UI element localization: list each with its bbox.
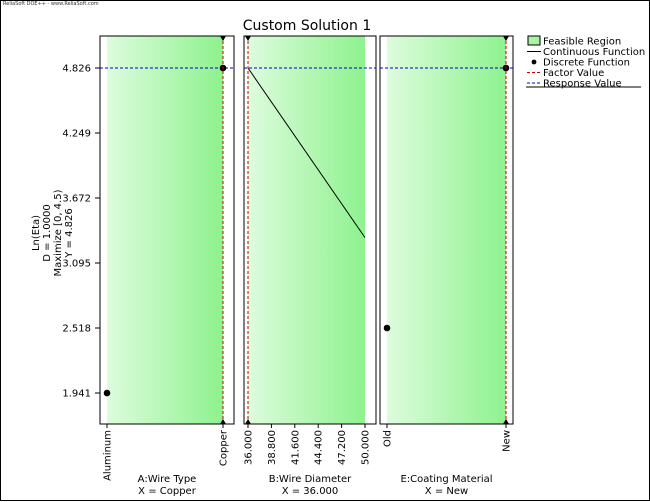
x-tick-label: 50.000 <box>361 430 372 465</box>
factor-marker-top <box>503 36 509 41</box>
chart-title: Custom Solution 1 <box>243 18 371 34</box>
y-axis-ticks: 4.826 4.249 3.672 3.095 2.518 1.941 <box>62 64 100 400</box>
y-axis-label: Ln(Eta) D = 1.0000 Maximize [0, 4.5) Y = 4.… <box>31 189 75 276</box>
discrete-point <box>383 324 391 332</box>
legend-dot-discrete <box>531 59 537 65</box>
legend-label: Response Value <box>543 79 622 90</box>
x-tick-label: New <box>502 430 513 452</box>
y-axis-label-line: Maximize [0, 4.5) <box>53 189 64 276</box>
panel-frame <box>379 35 514 425</box>
factor-setting: X = 36.000 <box>282 486 339 497</box>
y-axis-label-line: Y = 4.826 <box>64 208 75 258</box>
factor-marker-bottom <box>220 419 226 424</box>
feasible-region <box>107 36 223 424</box>
legend-label: Discrete Function <box>543 58 630 69</box>
legend-label: Feasible Region <box>543 37 621 48</box>
x-tick-label: Copper <box>219 429 230 466</box>
factor-marker-bottom <box>245 419 251 424</box>
x-tick-label: 36.000 <box>244 430 255 465</box>
legend-label: Factor Value <box>543 68 604 79</box>
x-tick-label: 38.800 <box>267 430 278 465</box>
feasible-region <box>387 36 506 424</box>
legend-swatch-feasible <box>527 35 541 46</box>
factor-name: E:Coating Material <box>400 474 492 485</box>
factor-setting: X = Copper <box>138 486 197 497</box>
watermark: ReliaSoft DOE++ - www.ReliaSoft.com <box>3 1 99 7</box>
panel-frame <box>243 35 377 425</box>
discrete-point <box>103 389 111 397</box>
y-tick-label: 4.249 <box>62 129 91 140</box>
y-tick-label: 3.672 <box>62 194 91 205</box>
factor-setting: X = New <box>425 486 468 497</box>
factor-name: A:Wire Type <box>138 474 197 485</box>
y-axis-label-line: D = 1.0000 <box>42 204 53 261</box>
factor-name: B:Wire Diameter <box>269 474 352 485</box>
x-tick-label: 41.600 <box>290 430 301 465</box>
factor-panel: 36.000 38.800 41.600 44.400 47.200 50.000 B:Wi… <box>243 35 377 497</box>
y-tick-label: 1.941 <box>62 389 91 400</box>
x-tick-label: Old <box>383 430 394 447</box>
legend-label: Continuous Function <box>543 47 645 58</box>
continuous-function-line <box>247 67 366 238</box>
x-tick-label: 44.400 <box>314 430 325 465</box>
panel-frame <box>99 35 235 425</box>
x-tick-label: Aluminum <box>103 430 114 481</box>
factor-marker-top <box>245 36 251 41</box>
feasible-region <box>248 36 365 424</box>
y-tick-label: 4.826 <box>62 64 91 75</box>
y-tick-label: 3.095 <box>62 259 91 270</box>
factor-marker-top <box>220 36 226 41</box>
x-tick-label: 47.200 <box>337 430 348 465</box>
y-tick-label: 2.518 <box>62 324 91 335</box>
factor-marker-bottom <box>503 419 509 424</box>
y-axis-label-line: Ln(Eta) <box>31 215 42 251</box>
